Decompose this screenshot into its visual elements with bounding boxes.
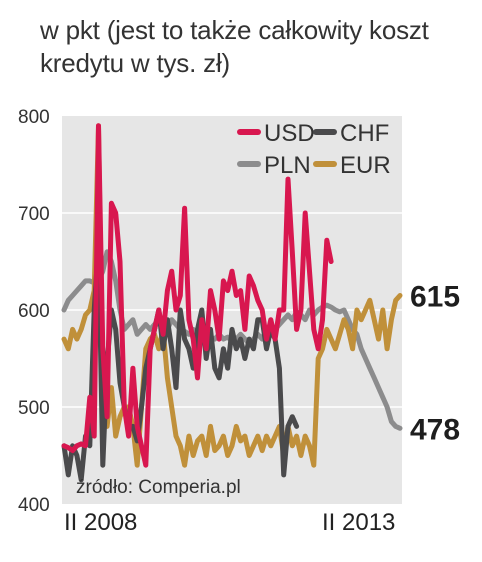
legend-label-eur: EUR <box>340 152 391 179</box>
x-label-end: II 2013 <box>322 509 395 536</box>
end-label-eur: 615 <box>410 280 460 313</box>
end-label-pln: 478 <box>410 413 460 446</box>
series-line-eur <box>61 123 403 468</box>
series-line-chf <box>61 239 300 483</box>
legend-label-chf: CHF <box>340 120 389 147</box>
y-tick-label: 400 <box>18 495 50 516</box>
y-tick-label: 700 <box>18 204 50 225</box>
y-tick-label: 500 <box>18 398 50 419</box>
y-tick-label: 600 <box>18 301 50 322</box>
legend: USD CHF PLN EUR <box>237 120 391 179</box>
legend-label-pln: PLN <box>264 152 311 179</box>
series-lines <box>61 123 403 483</box>
y-axis-ticks: 800 700 600 500 400 <box>18 107 50 516</box>
source-note: źródło: Comperia.pl <box>76 477 241 498</box>
y-tick-label: 800 <box>18 107 50 128</box>
legend-label-usd: USD <box>264 120 315 147</box>
end-labels: 615 478 <box>410 280 460 446</box>
chart-subtitle: w pkt (jest to także całkowity koszt kre… <box>40 15 429 78</box>
series-line-usd <box>61 123 334 468</box>
x-label-start: II 2008 <box>64 509 137 536</box>
